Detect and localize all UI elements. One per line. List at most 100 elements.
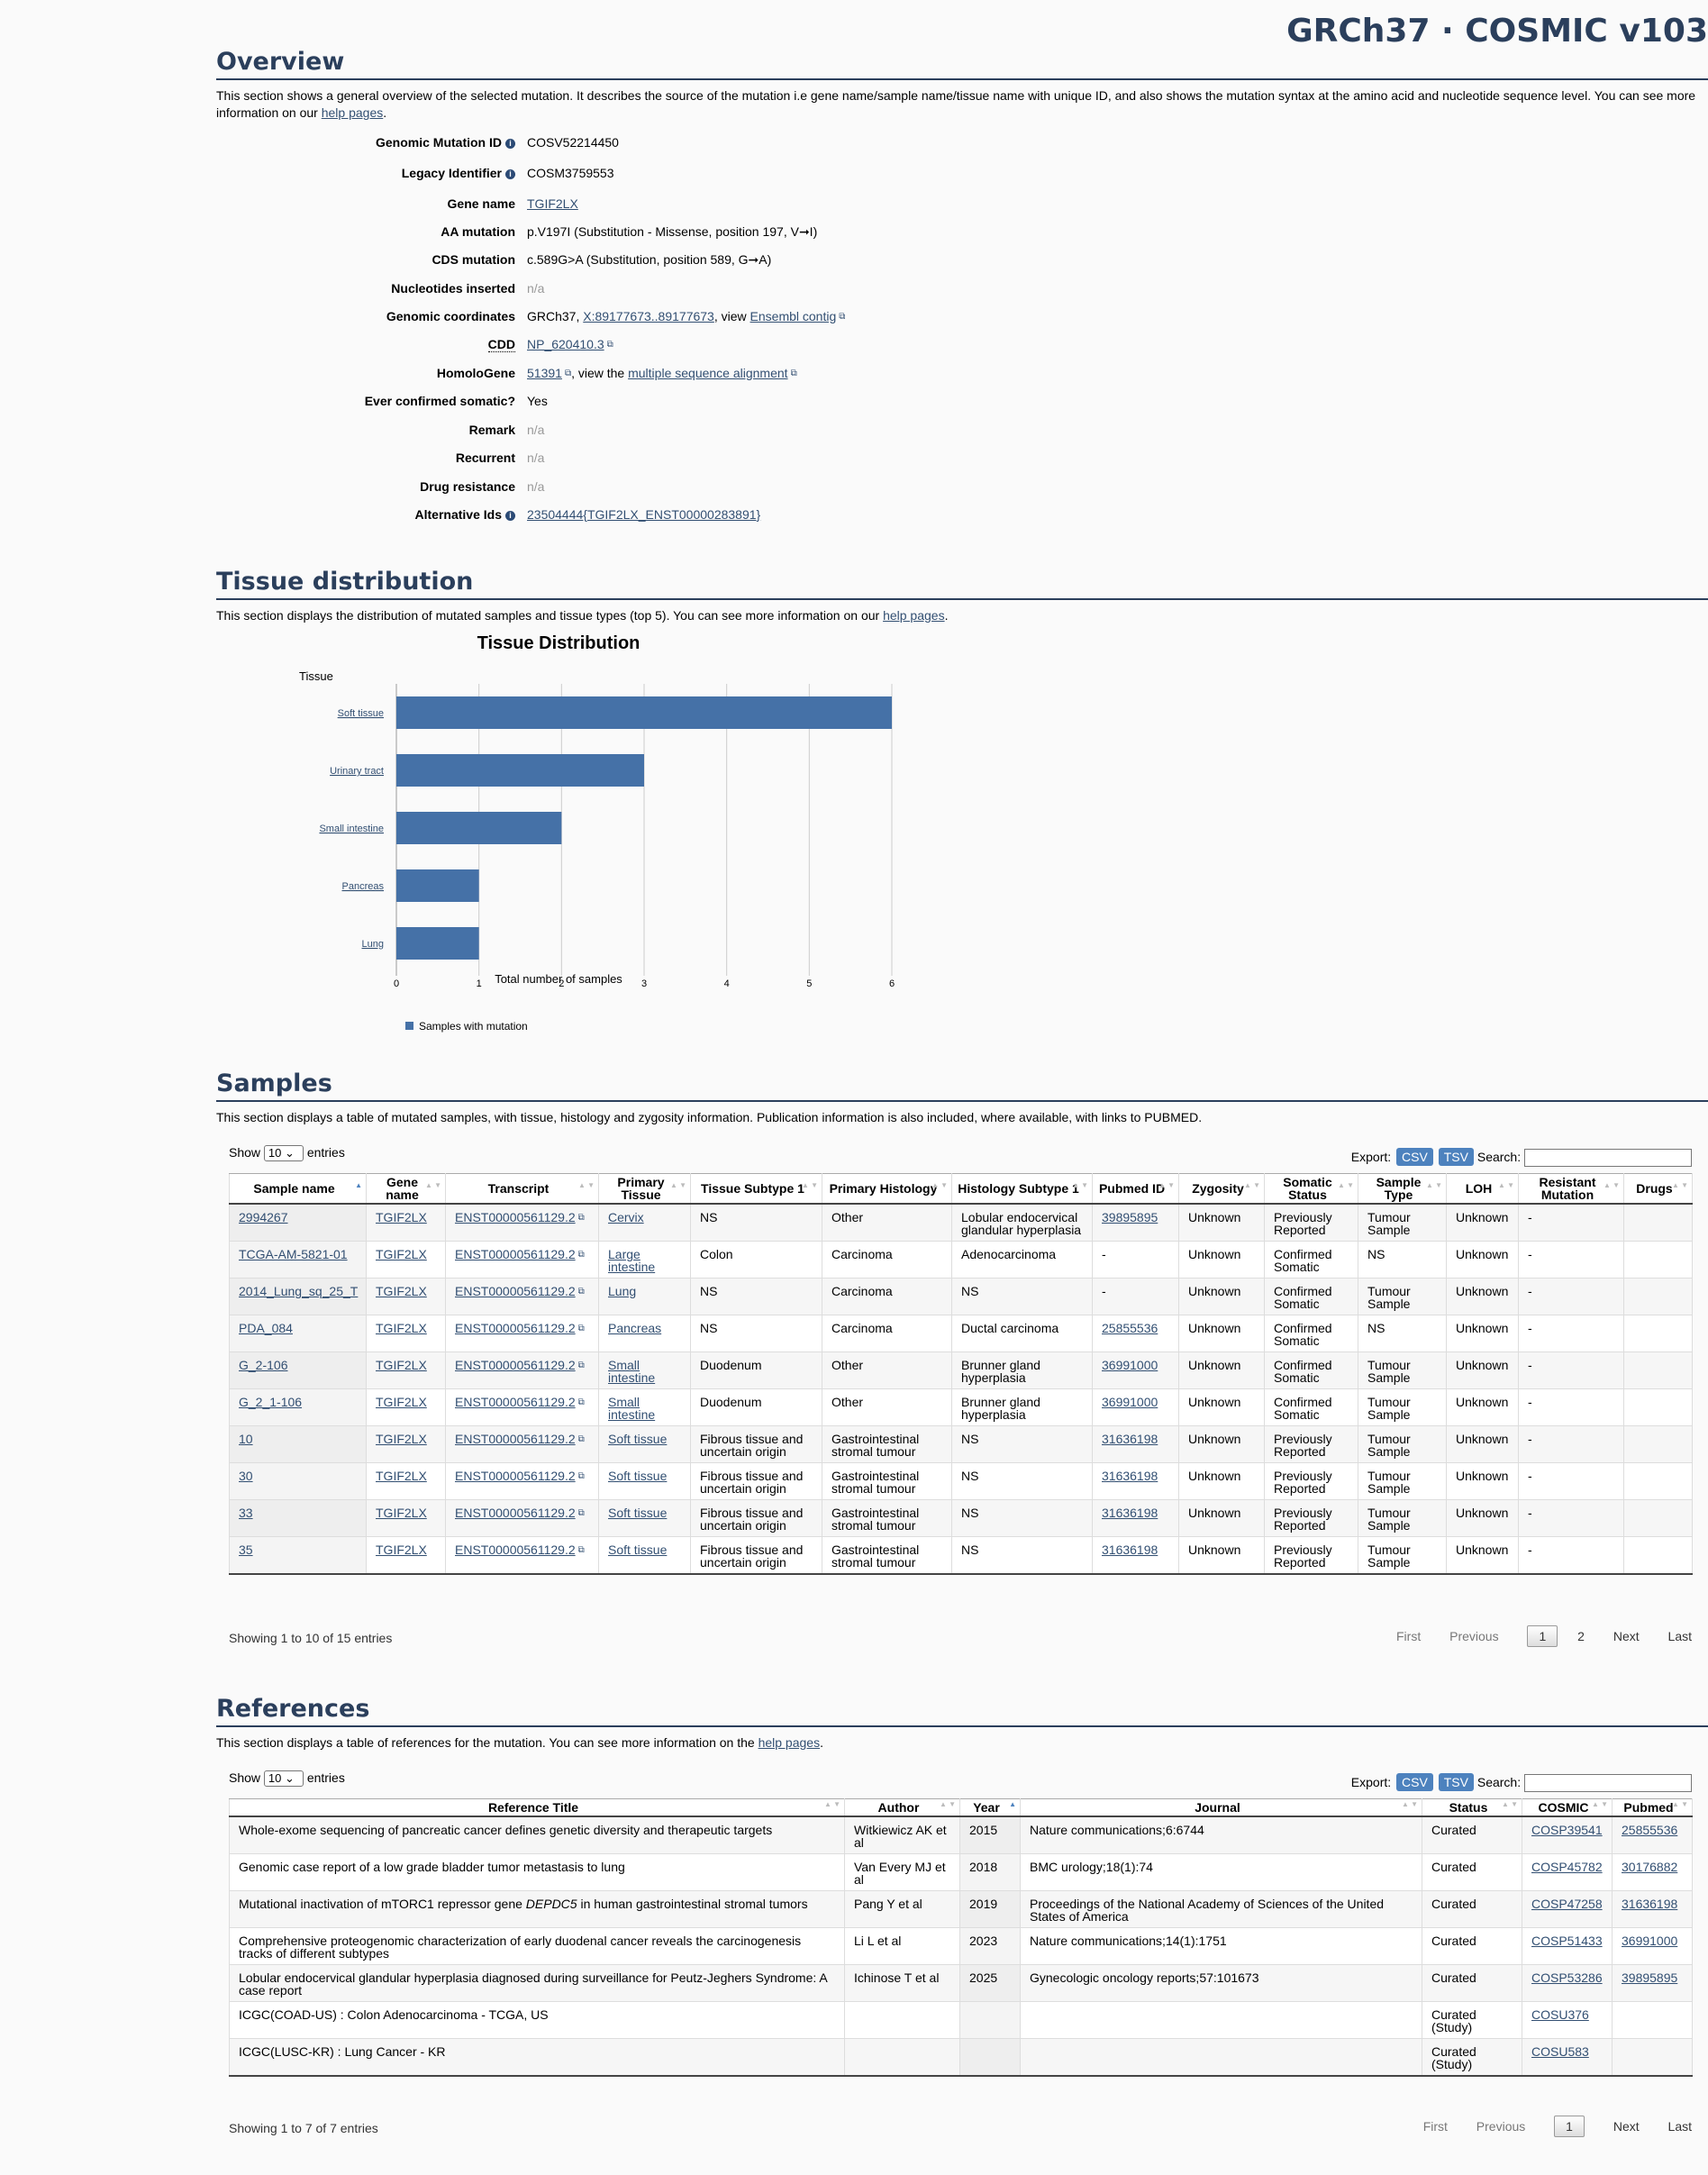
cell-link[interactable]: COSP39541 [1531,1823,1603,1837]
references-page-size-select[interactable]: 10 ⌄ [263,1770,304,1788]
cell-link[interactable]: TGIF2LX [376,1284,427,1298]
cell-link[interactable]: 30176882 [1622,1860,1678,1874]
cell-link[interactable]: COSU376 [1531,2007,1589,2022]
cell-link[interactable]: Soft tissue [608,1506,668,1520]
column-header[interactable]: Sample Type ▲ ▼ [1358,1173,1447,1205]
category-label[interactable]: Urinary tract [330,766,384,777]
cell-link[interactable]: ENST00000561129.2 [455,1543,576,1557]
cell-link[interactable]: TGIF2LX [376,1210,427,1224]
references-last-button[interactable]: Last [1667,2119,1692,2134]
references-tsv-button[interactable]: TSV [1438,1773,1474,1791]
cell-link[interactable]: 35 [239,1543,253,1557]
references-search-input[interactable] [1524,1774,1692,1793]
cell-link[interactable]: 30 [239,1469,253,1483]
column-header[interactable]: Year ▲ [959,1798,1021,1817]
column-header[interactable]: Drugs ▲ ▼ [1623,1173,1693,1205]
cell-link[interactable]: Small intestine [608,1358,656,1385]
cell-link[interactable]: COSP47258 [1531,1897,1603,1911]
column-header[interactable]: Primary Histology ▲ ▼ [822,1173,952,1205]
cell-link[interactable]: TGIF2LX [376,1321,427,1335]
cell-link[interactable]: TGIF2LX [376,1247,427,1261]
cell-link[interactable]: 2994267 [239,1210,288,1224]
cell-link[interactable]: 31636198 [1102,1543,1158,1557]
cell-link[interactable]: TGIF2LX [376,1395,427,1409]
samples-previous-button[interactable]: Previous [1449,1629,1499,1643]
column-header[interactable]: COSMIC ▲ ▼ [1522,1798,1613,1817]
cell-link[interactable]: ENST00000561129.2 [455,1506,576,1520]
column-header[interactable]: LOH ▲ ▼ [1446,1173,1519,1205]
cell-link[interactable]: 31636198 [1102,1432,1158,1446]
cell-link[interactable]: ENST00000561129.2 [455,1247,576,1261]
column-header[interactable]: Status ▲ ▼ [1422,1798,1522,1817]
cell-link[interactable]: TGIF2LX [376,1469,427,1483]
references-page-1[interactable]: 1 [1554,2116,1585,2137]
cell-link[interactable]: Lung [608,1284,637,1298]
bar-pancreas[interactable] [396,869,479,902]
samples-last-button[interactable]: Last [1667,1629,1692,1643]
cell-link[interactable]: 31636198 [1622,1897,1678,1911]
column-header[interactable]: Reference Title ▲ ▼ [229,1798,845,1817]
samples-search-input[interactable] [1524,1149,1692,1168]
cell-link[interactable]: ENST00000561129.2 [455,1210,576,1224]
cell-link[interactable]: 39895895 [1102,1210,1158,1224]
cell-link[interactable]: ENST00000561129.2 [455,1321,576,1335]
category-label[interactable]: Lung [362,939,384,950]
samples-page-size-select[interactable]: 10 ⌄ [263,1145,304,1162]
cell-link[interactable]: G_2-106 [239,1358,288,1372]
cell-link[interactable]: Large intestine [608,1247,656,1274]
cell-link[interactable]: ENST00000561129.2 [455,1469,576,1483]
samples-tsv-button[interactable]: TSV [1438,1148,1474,1166]
cdd-link[interactable]: NP_620410.3 [527,337,604,351]
cell-link[interactable]: TGIF2LX [376,1358,427,1372]
column-header[interactable]: Somatic Status ▲ ▼ [1264,1173,1358,1205]
coordinates-link[interactable]: X:89177673..89177673 [583,309,714,323]
references-csv-button[interactable]: CSV [1396,1773,1433,1791]
overview-help-link[interactable]: help pages [321,105,384,120]
cell-link[interactable]: 36991000 [1102,1358,1158,1372]
column-header[interactable]: Journal ▲ ▼ [1020,1798,1422,1817]
bar-urinary-tract[interactable] [396,754,644,787]
ensembl-contig-link[interactable]: Ensembl contig [750,309,837,323]
bar-small-intestine[interactable] [396,812,562,844]
cell-link[interactable]: COSP53286 [1531,1970,1603,1985]
cell-link[interactable]: 36991000 [1102,1395,1158,1409]
cell-link[interactable]: Cervix [608,1210,644,1224]
cell-link[interactable]: COSP51433 [1531,1934,1603,1948]
samples-csv-button[interactable]: CSV [1396,1148,1433,1166]
cell-link[interactable]: COSU583 [1531,2044,1589,2059]
cell-link[interactable]: G_2_1-106 [239,1395,303,1409]
cell-link[interactable]: 25855536 [1622,1823,1678,1837]
column-header[interactable]: Tissue Subtype 1 ▲ ▼ [690,1173,822,1205]
bar-lung[interactable] [396,927,479,960]
tissue-help-link[interactable]: help pages [883,608,945,623]
cell-link[interactable]: TGIF2LX [376,1543,427,1557]
column-header[interactable]: Pubmed ID ▲ ▼ [1092,1173,1179,1205]
gene-link[interactable]: TGIF2LX [527,196,578,211]
cell-link[interactable]: Soft tissue [608,1432,668,1446]
info-icon[interactable]: i [505,511,515,521]
cell-link[interactable]: TCGA-AM-5821-01 [239,1247,348,1261]
column-header[interactable]: Zygosity ▲ ▼ [1178,1173,1265,1205]
cell-link[interactable]: 39895895 [1622,1970,1678,1985]
references-next-button[interactable]: Next [1613,2119,1640,2134]
cell-link[interactable]: COSP45782 [1531,1860,1603,1874]
cell-link[interactable]: Soft tissue [608,1469,668,1483]
cell-link[interactable]: Pancreas [608,1321,662,1335]
cell-link[interactable]: 36991000 [1622,1934,1678,1948]
cell-link[interactable]: TGIF2LX [376,1506,427,1520]
cell-link[interactable]: PDA_084 [239,1321,293,1335]
column-header[interactable]: Sample name ▲ [229,1173,367,1205]
samples-page-2[interactable]: 2 [1577,1629,1585,1643]
cell-link[interactable]: Soft tissue [608,1543,668,1557]
references-previous-button[interactable]: Previous [1476,2119,1526,2134]
cell-link[interactable]: 31636198 [1102,1506,1158,1520]
cell-link[interactable]: ENST00000561129.2 [455,1432,576,1446]
cell-link[interactable]: 2014_Lung_sq_25_T [239,1284,359,1298]
cell-link[interactable]: TGIF2LX [376,1432,427,1446]
bar-soft-tissue[interactable] [396,696,892,729]
column-header[interactable]: Transcript ▲ ▼ [445,1173,599,1205]
column-header[interactable]: Gene name ▲ ▼ [366,1173,446,1205]
cell-link[interactable]: 33 [239,1506,253,1520]
column-header[interactable]: Pubmed ▲ ▼ [1612,1798,1693,1817]
category-label[interactable]: Soft tissue [338,708,384,719]
